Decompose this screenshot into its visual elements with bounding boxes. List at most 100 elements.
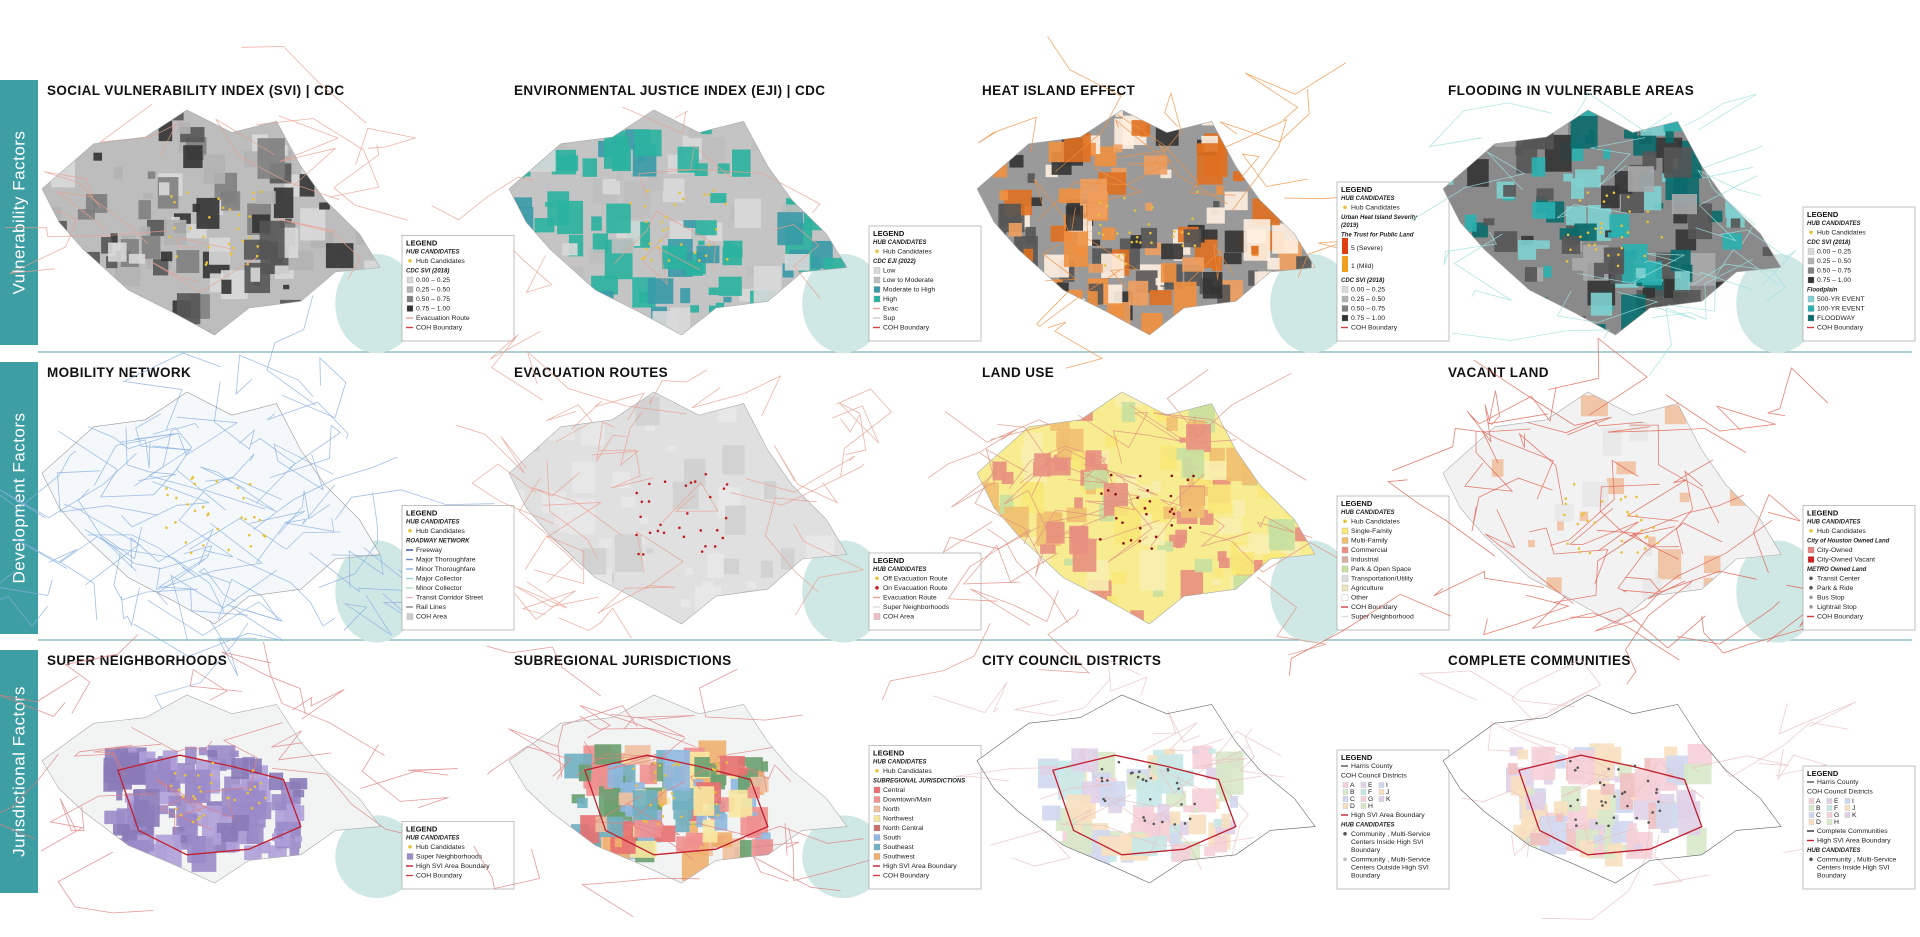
hub-candidate bbox=[205, 261, 209, 264]
legend-label: Community , Multi-Service Centers Inside… bbox=[1817, 857, 1898, 880]
legend-box bbox=[1336, 495, 1450, 631]
map-road bbox=[1140, 722, 1223, 753]
map-tract bbox=[1212, 256, 1223, 271]
hub-candidate bbox=[1640, 529, 1644, 532]
map-road bbox=[170, 569, 278, 641]
district-label: D bbox=[1350, 803, 1355, 810]
map-road bbox=[1571, 607, 1706, 649]
hub-candidate bbox=[1651, 811, 1654, 814]
hub-candidate bbox=[645, 247, 648, 251]
hub-candidate bbox=[174, 521, 177, 524]
hub-candidate bbox=[175, 255, 178, 258]
map-tract bbox=[1023, 248, 1034, 262]
map-tract bbox=[221, 279, 232, 294]
hub-candidate bbox=[251, 769, 255, 772]
hub-candidate bbox=[1601, 804, 1604, 807]
legend-label: South bbox=[883, 835, 901, 842]
hub-candidate bbox=[1122, 542, 1125, 545]
map-road bbox=[1047, 36, 1122, 172]
map-road bbox=[1288, 593, 1452, 676]
map-road bbox=[1677, 601, 1780, 645]
hub-candidate bbox=[1117, 254, 1121, 258]
hub-candidate bbox=[175, 496, 178, 500]
hub-candidate bbox=[662, 229, 665, 232]
hub-candidate bbox=[698, 259, 701, 262]
map-road bbox=[696, 822, 864, 844]
map-tract bbox=[1683, 763, 1712, 785]
map-road bbox=[1201, 517, 1251, 547]
map-tract bbox=[1524, 267, 1537, 282]
hub-candidate bbox=[693, 251, 697, 255]
hub-candidate bbox=[715, 802, 718, 806]
map-tract bbox=[1531, 157, 1546, 177]
map-tract bbox=[1214, 835, 1227, 853]
map-tract bbox=[1248, 533, 1270, 555]
hub-candidate bbox=[1599, 227, 1603, 230]
map-tract bbox=[112, 823, 130, 836]
map-road bbox=[508, 728, 566, 780]
map-road bbox=[1218, 775, 1261, 857]
map-tract bbox=[1009, 154, 1024, 168]
legend-heading: City of Houston Owned Land bbox=[1807, 539, 1890, 545]
map-road bbox=[9, 209, 78, 274]
legend-dot bbox=[1809, 595, 1813, 600]
legend-label: Low bbox=[883, 268, 896, 275]
map-tract bbox=[273, 187, 294, 219]
map-tract bbox=[244, 801, 272, 820]
hub-candidate bbox=[206, 513, 209, 517]
map-layer bbox=[102, 745, 308, 874]
map-tract bbox=[1224, 191, 1248, 211]
hub-candidate bbox=[259, 190, 263, 194]
map-tract bbox=[662, 245, 688, 270]
map-tract bbox=[588, 249, 606, 264]
map-tract bbox=[606, 203, 631, 234]
legend-label: 0.25 – 0.50 bbox=[1351, 296, 1385, 303]
hub-candidate bbox=[1136, 496, 1139, 499]
legend-label: 0.00 – 0.25 bbox=[1351, 287, 1385, 294]
hub-candidate bbox=[1139, 241, 1142, 244]
hub-candidate bbox=[1569, 804, 1572, 808]
map-tract bbox=[1215, 751, 1244, 795]
hub-candidate bbox=[666, 227, 669, 231]
hub-candidate bbox=[1123, 196, 1126, 200]
hub-candidate bbox=[1660, 236, 1664, 239]
map-tract bbox=[992, 461, 1007, 481]
map-tract bbox=[1557, 520, 1564, 531]
hub-candidate bbox=[1579, 235, 1582, 239]
district-label: C bbox=[1816, 812, 1821, 819]
map-tract bbox=[1213, 818, 1227, 828]
map-road bbox=[1719, 229, 1797, 286]
map-road bbox=[771, 224, 821, 300]
map-tract bbox=[276, 828, 284, 839]
map-tract bbox=[1633, 135, 1657, 156]
map-road bbox=[355, 127, 416, 166]
map-road bbox=[1461, 790, 1556, 845]
map-tract bbox=[1202, 229, 1218, 240]
hub-candidate bbox=[174, 807, 178, 811]
map-tract bbox=[1161, 243, 1184, 260]
legend-box bbox=[1802, 505, 1916, 631]
map-tract bbox=[1229, 795, 1238, 808]
hub-candidate bbox=[712, 189, 716, 192]
hub-candidate bbox=[244, 517, 247, 521]
map-tract bbox=[602, 178, 620, 195]
map-tract bbox=[257, 138, 285, 179]
legend-label: Park & Ride bbox=[1817, 585, 1853, 592]
map-road bbox=[649, 369, 708, 405]
hub-candidate bbox=[1636, 551, 1640, 554]
hub-candidate bbox=[643, 205, 647, 208]
map-road bbox=[99, 536, 209, 572]
legend: LEGEND HUB CANDIDATES Hub Candidates Urban … bbox=[1336, 181, 1450, 342]
map-road bbox=[1466, 404, 1492, 443]
map-road bbox=[189, 668, 242, 701]
hub-candidate bbox=[193, 509, 197, 513]
map-tract bbox=[1233, 171, 1248, 181]
bay bbox=[1736, 254, 1820, 353]
legend-body: LEGEND HUB CANDIDATES Hub Candidates CDC EJ… bbox=[873, 229, 935, 332]
hub-candidate bbox=[173, 200, 176, 204]
map-road bbox=[486, 645, 602, 697]
hub-candidate bbox=[242, 496, 245, 500]
map-road bbox=[1187, 243, 1235, 283]
hub-candidate bbox=[1587, 243, 1591, 247]
